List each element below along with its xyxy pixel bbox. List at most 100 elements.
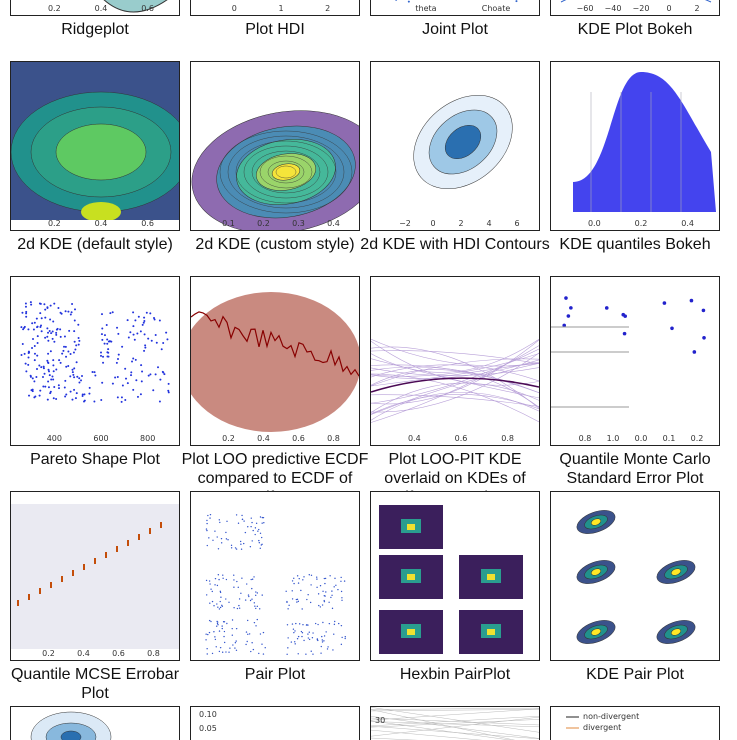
thumbnail-plot: 0.2 0.4 0.6 0.8 — [191, 292, 359, 443]
dot — [306, 598, 308, 601]
dot — [43, 372, 46, 375]
caption: Pair Plot — [244, 666, 306, 683]
dot — [65, 355, 68, 358]
dot — [40, 317, 43, 320]
dot — [246, 640, 248, 643]
dot — [230, 547, 233, 549]
thumbnail[interactable]: 0.2 0.4 0.6 0.8 — [190, 276, 360, 446]
contour — [670, 628, 682, 636]
thumbnail[interactable]: 0.2 0.4 0.6 — [10, 0, 180, 16]
plot-text: 0.2 — [257, 219, 270, 228]
dot — [140, 380, 143, 383]
dot — [42, 385, 45, 388]
dot — [226, 622, 228, 625]
dot — [73, 367, 76, 370]
dot — [241, 514, 243, 517]
thumbnail[interactable]: 0.4 0.6 0.8 — [370, 276, 540, 446]
dot — [100, 313, 103, 316]
dot — [251, 578, 254, 580]
dot — [209, 513, 212, 516]
dot — [263, 522, 265, 524]
plot-text: 0.4 — [408, 434, 421, 443]
thumbnail[interactable] — [370, 491, 540, 661]
thumbnail[interactable] — [550, 491, 720, 661]
dot — [407, 0, 410, 3]
dot — [33, 352, 36, 355]
thumbnail[interactable]: 400 600 800 — [10, 276, 180, 446]
thumbnail[interactable]: 0.10 0.05 — [190, 706, 360, 740]
dot — [227, 539, 229, 541]
dot — [604, 306, 609, 310]
caption: 2d KDE (custom style) — [195, 236, 355, 253]
dot — [254, 605, 256, 607]
err — [72, 570, 74, 576]
kde — [371, 362, 539, 415]
dot — [32, 337, 35, 340]
dot — [111, 311, 114, 314]
thumbnail[interactable]: non-divergent divergent — [550, 706, 720, 740]
dot — [670, 326, 674, 331]
thumbnail[interactable]: 0.2 0.4 0.6 — [10, 61, 180, 231]
dot — [324, 582, 326, 585]
dot — [206, 653, 208, 655]
err — [28, 594, 30, 600]
pc — [371, 707, 539, 710]
plot-text: 0.10 — [199, 710, 217, 719]
dot — [340, 643, 343, 646]
dot — [137, 315, 140, 318]
dot — [206, 648, 208, 650]
thumbnail[interactable]: 0.0 0.2 0.4 — [550, 61, 720, 231]
dot — [27, 328, 30, 331]
dot — [106, 355, 109, 358]
dot — [297, 653, 299, 655]
thumbnail[interactable] — [10, 706, 180, 740]
thumbnail[interactable] — [190, 491, 360, 661]
dot — [124, 398, 127, 401]
thumbnail[interactable]: 0 1 2 — [190, 0, 360, 16]
dot — [219, 590, 222, 593]
dot — [57, 384, 60, 387]
dot — [338, 622, 340, 625]
dot — [46, 335, 49, 338]
thumbnail[interactable]: 30 — [370, 706, 540, 740]
dot — [49, 318, 52, 321]
dot — [319, 584, 322, 587]
dot — [228, 601, 230, 603]
thumbnail[interactable]: −60 −40 −20 0 2 — [550, 0, 720, 16]
kde — [371, 382, 539, 413]
thumbnail-plot: theta Choate — [395, 0, 518, 13]
dot — [256, 605, 259, 608]
dot — [240, 548, 243, 550]
thumbnail[interactable]: 0.8 1.0 0.0 0.1 0.2 — [550, 276, 720, 446]
dot — [158, 400, 161, 403]
dot — [333, 586, 335, 588]
dot — [341, 636, 343, 639]
dot — [240, 543, 242, 545]
dot — [220, 542, 223, 544]
dot — [135, 379, 138, 382]
thumbnail[interactable]: 0.1 0.2 0.3 0.4 — [190, 61, 360, 231]
dot — [75, 344, 78, 347]
dot — [102, 355, 105, 358]
thumbnail[interactable]: −2 0 2 4 6 — [370, 61, 540, 231]
dot — [234, 647, 236, 649]
dot — [340, 580, 342, 582]
dot — [80, 375, 83, 378]
dot — [206, 519, 208, 522]
dot — [302, 624, 304, 626]
dot — [71, 303, 74, 306]
plot-text: 0.1 — [663, 434, 676, 443]
dot — [161, 370, 164, 373]
dot — [305, 653, 307, 655]
plot-text: 0.2 — [635, 219, 648, 228]
thumbnail[interactable]: theta Choate — [370, 0, 540, 16]
thumbnail[interactable]: 0.2 0.4 0.6 0.8 — [10, 491, 180, 661]
dot — [46, 327, 49, 330]
dot — [115, 361, 118, 364]
dot — [106, 342, 109, 345]
dot — [216, 536, 218, 538]
dot — [149, 312, 152, 315]
dot — [308, 574, 310, 576]
dot — [307, 637, 310, 639]
dot — [243, 520, 245, 522]
